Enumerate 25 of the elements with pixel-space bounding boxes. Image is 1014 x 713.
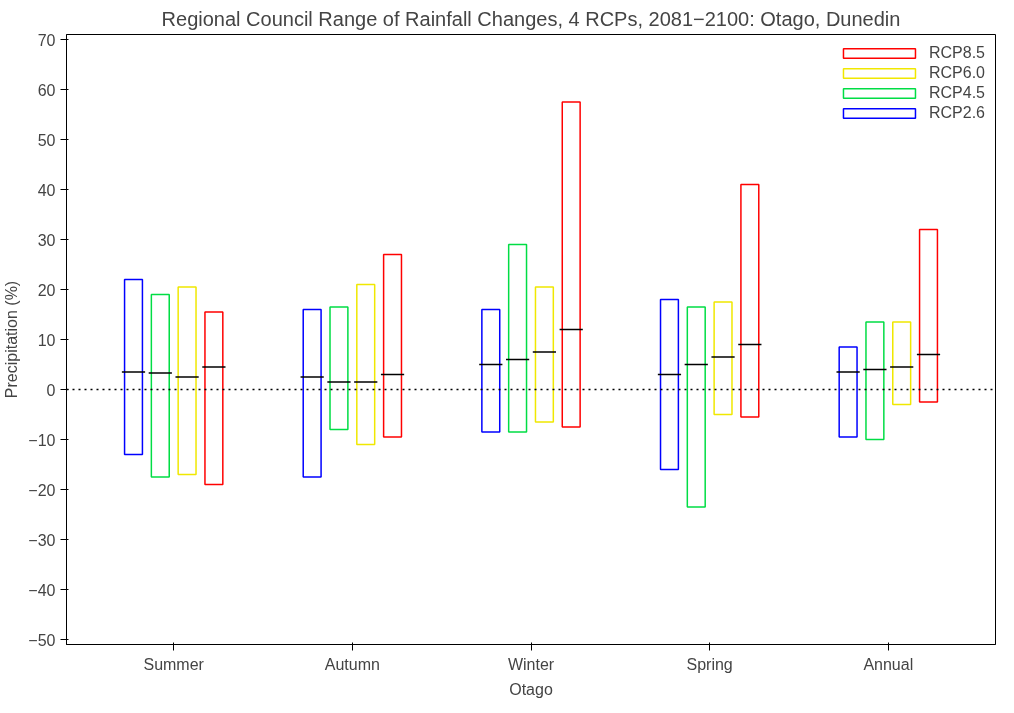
legend-label: RCP6.0 bbox=[928, 64, 985, 82]
y-tick-label: −40 bbox=[28, 581, 56, 599]
x-tick-label: Spring bbox=[686, 655, 733, 673]
x-tick-label: Autumn bbox=[324, 655, 380, 673]
legend-label: RCP8.5 bbox=[928, 44, 985, 62]
y-tick-label: 20 bbox=[37, 281, 56, 299]
y-axis-title: Precipitation (%) bbox=[3, 280, 21, 399]
y-tick-label: 0 bbox=[46, 381, 56, 399]
y-tick-label: −30 bbox=[28, 531, 56, 549]
x-tick-label: Annual bbox=[863, 655, 914, 673]
y-tick-label: −10 bbox=[28, 431, 56, 449]
y-tick-label: 60 bbox=[37, 81, 56, 99]
legend-label: RCP2.6 bbox=[928, 104, 985, 122]
y-tick-label: 10 bbox=[37, 331, 56, 349]
y-tick-label: 50 bbox=[37, 131, 56, 149]
x-axis-title: Otago bbox=[509, 680, 553, 698]
y-tick-label: 40 bbox=[37, 181, 56, 199]
x-tick-label: Summer bbox=[143, 655, 205, 673]
y-tick-label: −20 bbox=[28, 481, 56, 499]
x-tick-label: Winter bbox=[507, 655, 555, 673]
y-tick-label: 70 bbox=[37, 31, 56, 49]
chart-title: Regional Council Range of Rainfall Changes, 4 RCPs, 2081−2100: Otago, Dunedin bbox=[161, 7, 901, 30]
legend-label: RCP4.5 bbox=[928, 84, 985, 102]
y-tick-label: −50 bbox=[28, 631, 56, 649]
y-tick-label: 30 bbox=[37, 231, 56, 249]
